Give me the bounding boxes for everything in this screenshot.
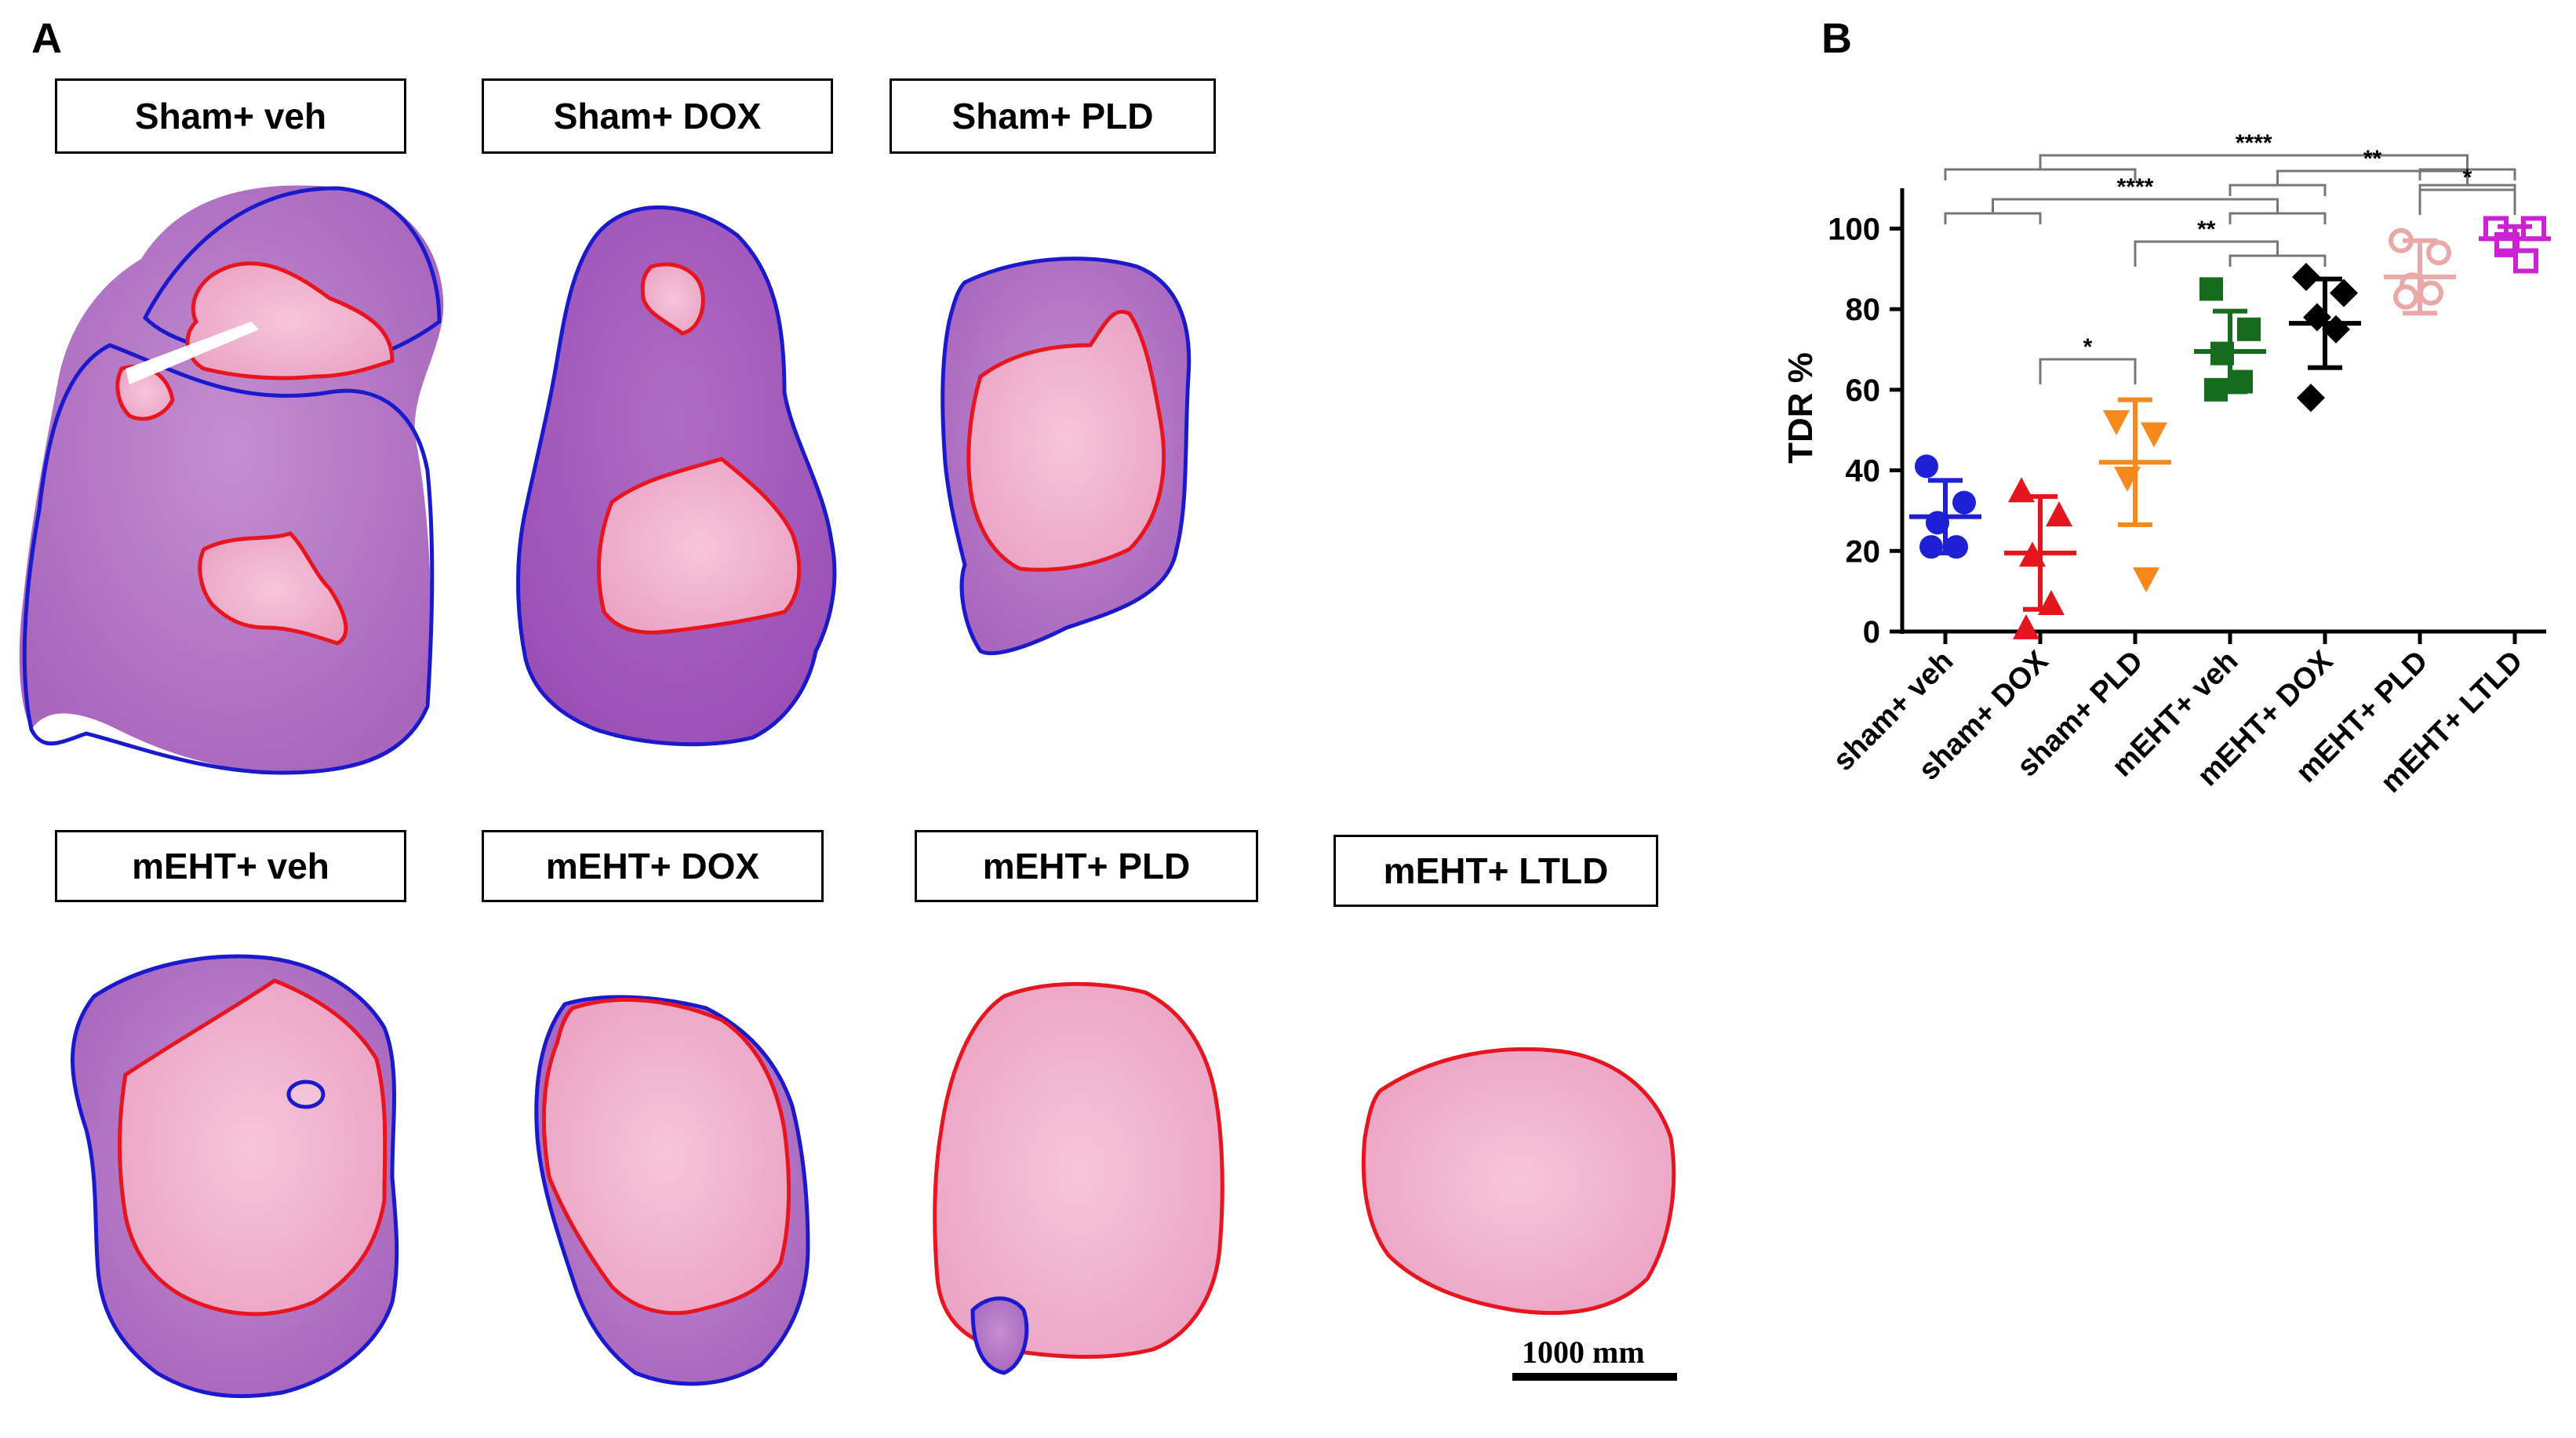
label-sham-dox: Sham+ DOX bbox=[482, 78, 833, 154]
label-meht-veh: mEHT+ veh bbox=[55, 830, 406, 902]
tissue-tear bbox=[126, 322, 259, 384]
scale-bar bbox=[1512, 1373, 1677, 1381]
significance-label: * bbox=[2083, 334, 2093, 360]
data-point bbox=[2237, 317, 2261, 341]
y-tick-label: 20 bbox=[1846, 534, 1881, 569]
significance-label: **** bbox=[2117, 174, 2154, 200]
tissue-area bbox=[933, 981, 1224, 1359]
histology-sections bbox=[19, 185, 1676, 1399]
label-meht-pld: mEHT+ PLD bbox=[915, 830, 1258, 902]
scale-bar-label: 1000 mm bbox=[1522, 1334, 1645, 1370]
y-axis-label: TDR % bbox=[1781, 352, 1820, 464]
significance-bracket bbox=[1944, 168, 2137, 180]
data-point bbox=[2393, 284, 2418, 310]
data-point bbox=[2141, 422, 2167, 448]
data-point bbox=[2297, 384, 2325, 413]
section-meht-veh bbox=[71, 954, 399, 1399]
significance-bracket bbox=[2039, 154, 2469, 169]
data-point bbox=[2418, 280, 2443, 306]
significance-bracket bbox=[2039, 358, 2137, 384]
data-point bbox=[2292, 263, 2320, 291]
y-tick-label: 80 bbox=[1846, 293, 1881, 327]
y-tick-label: 40 bbox=[1846, 454, 1881, 489]
red-outline bbox=[966, 310, 1166, 572]
significance-bracket bbox=[2418, 188, 2516, 215]
red-outline bbox=[118, 978, 387, 1316]
label-meht-ltld: mEHT+ LTLD bbox=[1333, 835, 1658, 907]
label-meht-dox: mEHT+ DOX bbox=[482, 830, 824, 902]
y-tick-label: 60 bbox=[1846, 373, 1881, 408]
section-meht-pld bbox=[933, 981, 1224, 1375]
significance-label: ** bbox=[2197, 217, 2216, 242]
data-point bbox=[1952, 490, 1976, 515]
data-point bbox=[2103, 410, 2130, 435]
significance-bracket bbox=[1992, 198, 2279, 213]
label-sham-pld: Sham+ PLD bbox=[890, 78, 1216, 154]
data-point bbox=[2426, 240, 2451, 266]
red-outline bbox=[596, 457, 802, 635]
panel-a-letter: A bbox=[31, 15, 62, 62]
significance-bracket bbox=[1944, 212, 2042, 224]
section-sham-pld bbox=[941, 257, 1192, 656]
data-point bbox=[2330, 278, 2358, 308]
label-sham-veh: Sham+ veh bbox=[55, 78, 406, 154]
red-outline bbox=[185, 261, 395, 380]
tissue-area bbox=[1361, 1047, 1676, 1316]
significance-label: **** bbox=[2236, 130, 2272, 156]
panel-b-letter: B bbox=[1821, 15, 1852, 62]
section-sham-veh bbox=[19, 185, 444, 775]
significance-bracket bbox=[2229, 184, 2327, 196]
section-meht-ltld bbox=[1361, 1047, 1676, 1316]
blue-outline bbox=[286, 1079, 326, 1109]
red-outline bbox=[198, 531, 348, 646]
significance-bracket bbox=[2229, 254, 2327, 267]
data-point bbox=[1915, 454, 1938, 479]
data-point bbox=[2013, 613, 2039, 639]
y-tick-label: 0 bbox=[1863, 615, 1880, 650]
significance-label: ** bbox=[2363, 146, 2382, 172]
blue-outline bbox=[22, 343, 435, 775]
significance-bracket bbox=[2134, 240, 2279, 267]
data-point bbox=[2513, 248, 2538, 274]
blue-outline bbox=[970, 1296, 1029, 1375]
red-outline bbox=[541, 997, 791, 1316]
data-point bbox=[2046, 501, 2072, 527]
data-point bbox=[2133, 567, 2159, 593]
significance-label: * bbox=[2463, 165, 2472, 191]
significance-bracket bbox=[2229, 212, 2327, 224]
red-outline bbox=[640, 262, 705, 336]
section-meht-dox bbox=[534, 995, 810, 1386]
data-point bbox=[2199, 277, 2223, 301]
y-tick-label: 100 bbox=[1828, 212, 1880, 246]
section-sham-dox bbox=[516, 205, 837, 747]
significance-bracket bbox=[2276, 169, 2469, 185]
